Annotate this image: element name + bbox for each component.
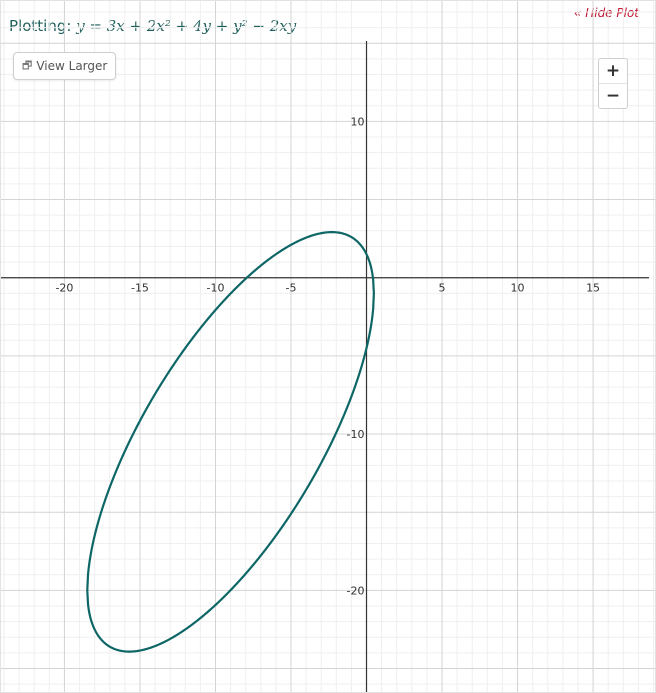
equation-text: y = 3x + 2x² + 4y + y² − 2xy bbox=[76, 17, 297, 35]
zoom-in-button[interactable]: + bbox=[605, 61, 621, 81]
x-tick-label: -10 bbox=[206, 282, 224, 295]
x-tick-label: -15 bbox=[131, 282, 149, 295]
zoom-out-button[interactable]: − bbox=[599, 83, 627, 108]
view-larger-button[interactable]: 🗗 View Larger bbox=[13, 52, 117, 80]
y-tick-label: 10 bbox=[351, 115, 365, 128]
view-larger-label: View Larger bbox=[36, 59, 108, 73]
zoom-control: + − bbox=[598, 58, 628, 109]
window-restore-icon: 🗗 bbox=[22, 58, 33, 72]
plot-header: Plotting: y = 3x + 2x² + 4y + y² − 2xy bbox=[9, 17, 296, 41]
x-tick-label: 10 bbox=[511, 282, 525, 295]
x-tick-label: -20 bbox=[55, 282, 73, 295]
y-tick-label: -10 bbox=[347, 428, 365, 441]
hide-plot-link[interactable]: « Hide Plot bbox=[573, 6, 639, 20]
curve-series bbox=[86, 231, 375, 653]
x-tick-label: 5 bbox=[439, 282, 446, 295]
x-tick-label: 15 bbox=[586, 282, 600, 295]
y-tick-label: -20 bbox=[347, 584, 365, 597]
x-tick-label: -5 bbox=[286, 282, 297, 295]
plotting-label: Plotting: bbox=[9, 17, 72, 35]
